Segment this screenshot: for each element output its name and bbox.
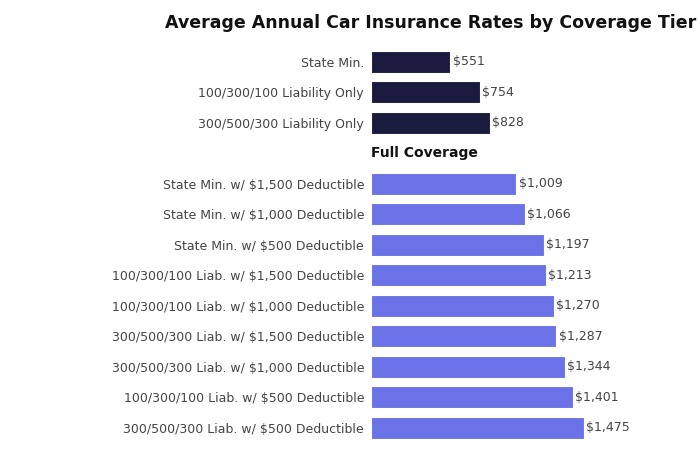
Bar <box>371 386 573 408</box>
Text: $754: $754 <box>482 86 514 99</box>
Bar <box>371 417 584 439</box>
Text: $1,475: $1,475 <box>586 421 629 434</box>
Text: $1,066: $1,066 <box>527 208 570 221</box>
Bar <box>371 203 524 225</box>
Bar <box>371 233 543 256</box>
Bar <box>371 264 546 286</box>
Bar <box>371 356 565 377</box>
Text: $551: $551 <box>453 55 484 68</box>
Text: $828: $828 <box>493 116 524 129</box>
Bar <box>371 295 554 316</box>
Text: $1,197: $1,197 <box>546 238 589 251</box>
Bar <box>371 112 490 134</box>
Bar <box>371 81 480 103</box>
Text: $1,401: $1,401 <box>575 391 619 404</box>
Text: $1,344: $1,344 <box>567 360 610 373</box>
Bar <box>371 173 517 195</box>
Text: $1,213: $1,213 <box>548 268 592 281</box>
Bar <box>371 51 450 73</box>
Text: $1,270: $1,270 <box>556 299 600 312</box>
Text: Full Coverage: Full Coverage <box>371 146 478 160</box>
Text: $1,287: $1,287 <box>559 329 603 343</box>
Title: Average Annual Car Insurance Rates by Coverage Tier in California: Average Annual Car Insurance Rates by Co… <box>165 14 700 32</box>
Bar <box>371 325 556 347</box>
Text: $1,009: $1,009 <box>519 177 562 190</box>
